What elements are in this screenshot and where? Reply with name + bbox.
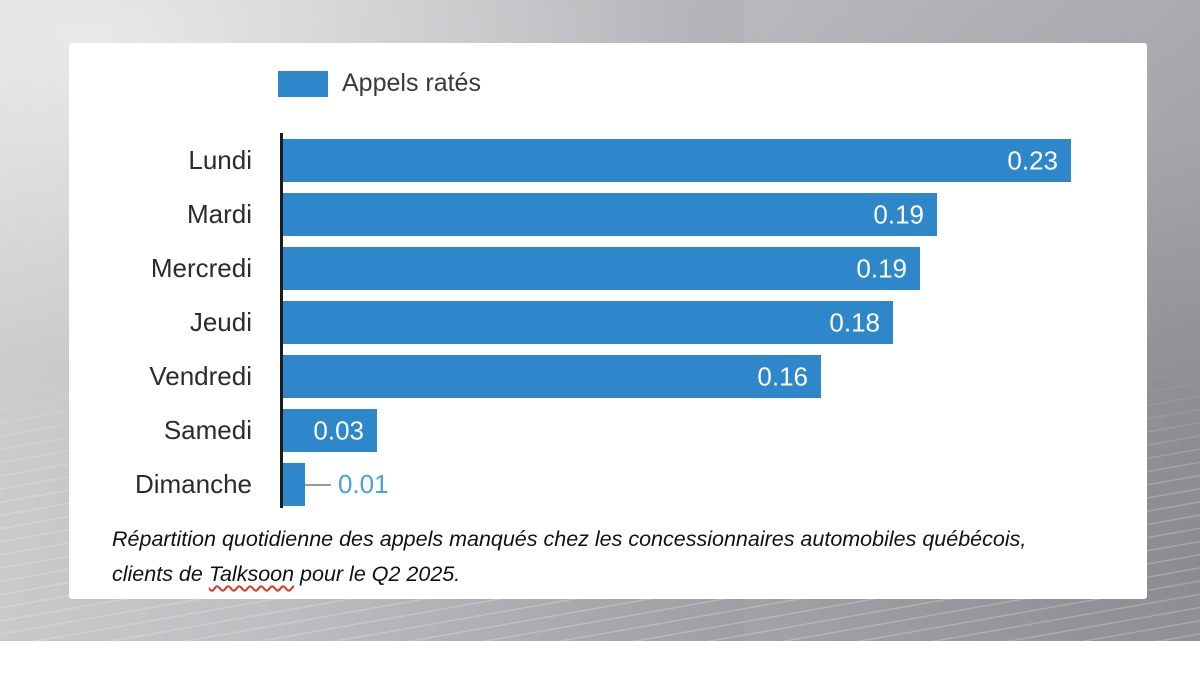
bar-value-label: 0.19 <box>856 253 907 284</box>
category-label: Mercredi <box>69 253 252 284</box>
bar-value-label: 0.03 <box>313 415 364 446</box>
caption-line2-suffix[interactable]: pour le Q2 2025. <box>294 562 460 586</box>
bar: 0.03 <box>283 409 377 452</box>
bar-row: Jeudi 0.18 <box>69 301 1147 344</box>
bar-row: Vendredi 0.16 <box>69 355 1147 398</box>
bar-value-label-outside: 0.01 <box>338 469 389 500</box>
bar <box>283 463 305 506</box>
bar-row: Mercredi 0.19 <box>69 247 1147 290</box>
category-label: Mardi <box>69 199 252 230</box>
category-label: Vendredi <box>69 361 252 392</box>
caption-line-2[interactable]: clients de Talksoon pour le Q2 2025. <box>112 557 1026 592</box>
bar-value-label: 0.23 <box>1007 145 1058 176</box>
leader-line <box>305 484 331 486</box>
bar-row: Lundi 0.23 <box>69 139 1147 182</box>
plot-area: Lundi 0.23 Mardi 0.19 Mercredi 0.19 Jeud… <box>69 133 1147 513</box>
bar-value-label: 0.18 <box>829 307 880 338</box>
bar: 0.19 <box>283 193 937 236</box>
caption-line-1[interactable]: Répartition quotidienne des appels manqu… <box>112 522 1026 557</box>
bar: 0.19 <box>283 247 920 290</box>
legend-color-swatch <box>278 71 328 97</box>
legend-label: Appels ratés <box>342 69 481 98</box>
misspelled-word[interactable]: Talksoon <box>209 562 294 586</box>
chart-legend: Appels ratés <box>278 69 481 98</box>
category-label: Dimanche <box>69 469 252 500</box>
bar-row: Samedi 0.03 <box>69 409 1147 452</box>
bar: 0.23 <box>283 139 1071 182</box>
bar-value-label: 0.16 <box>757 361 808 392</box>
bar-row: Mardi 0.19 <box>69 193 1147 236</box>
category-label: Jeudi <box>69 307 252 338</box>
category-label: Samedi <box>69 415 252 446</box>
chart-card: Appels ratés Lundi 0.23 Mardi 0.19 Mercr… <box>69 43 1147 599</box>
bar-row: Dimanche 0.01 <box>69 463 1147 506</box>
bar: 0.18 <box>283 301 893 344</box>
caption-line2-prefix[interactable]: clients de <box>112 562 209 586</box>
category-label: Lundi <box>69 145 252 176</box>
bar: 0.16 <box>283 355 821 398</box>
bar-rows: Lundi 0.23 Mardi 0.19 Mercredi 0.19 Jeud… <box>69 139 1147 517</box>
bar-value-label: 0.19 <box>873 199 924 230</box>
chart-caption[interactable]: Répartition quotidienne des appels manqu… <box>112 522 1026 592</box>
outside-value-wrap: 0.01 <box>305 469 389 500</box>
